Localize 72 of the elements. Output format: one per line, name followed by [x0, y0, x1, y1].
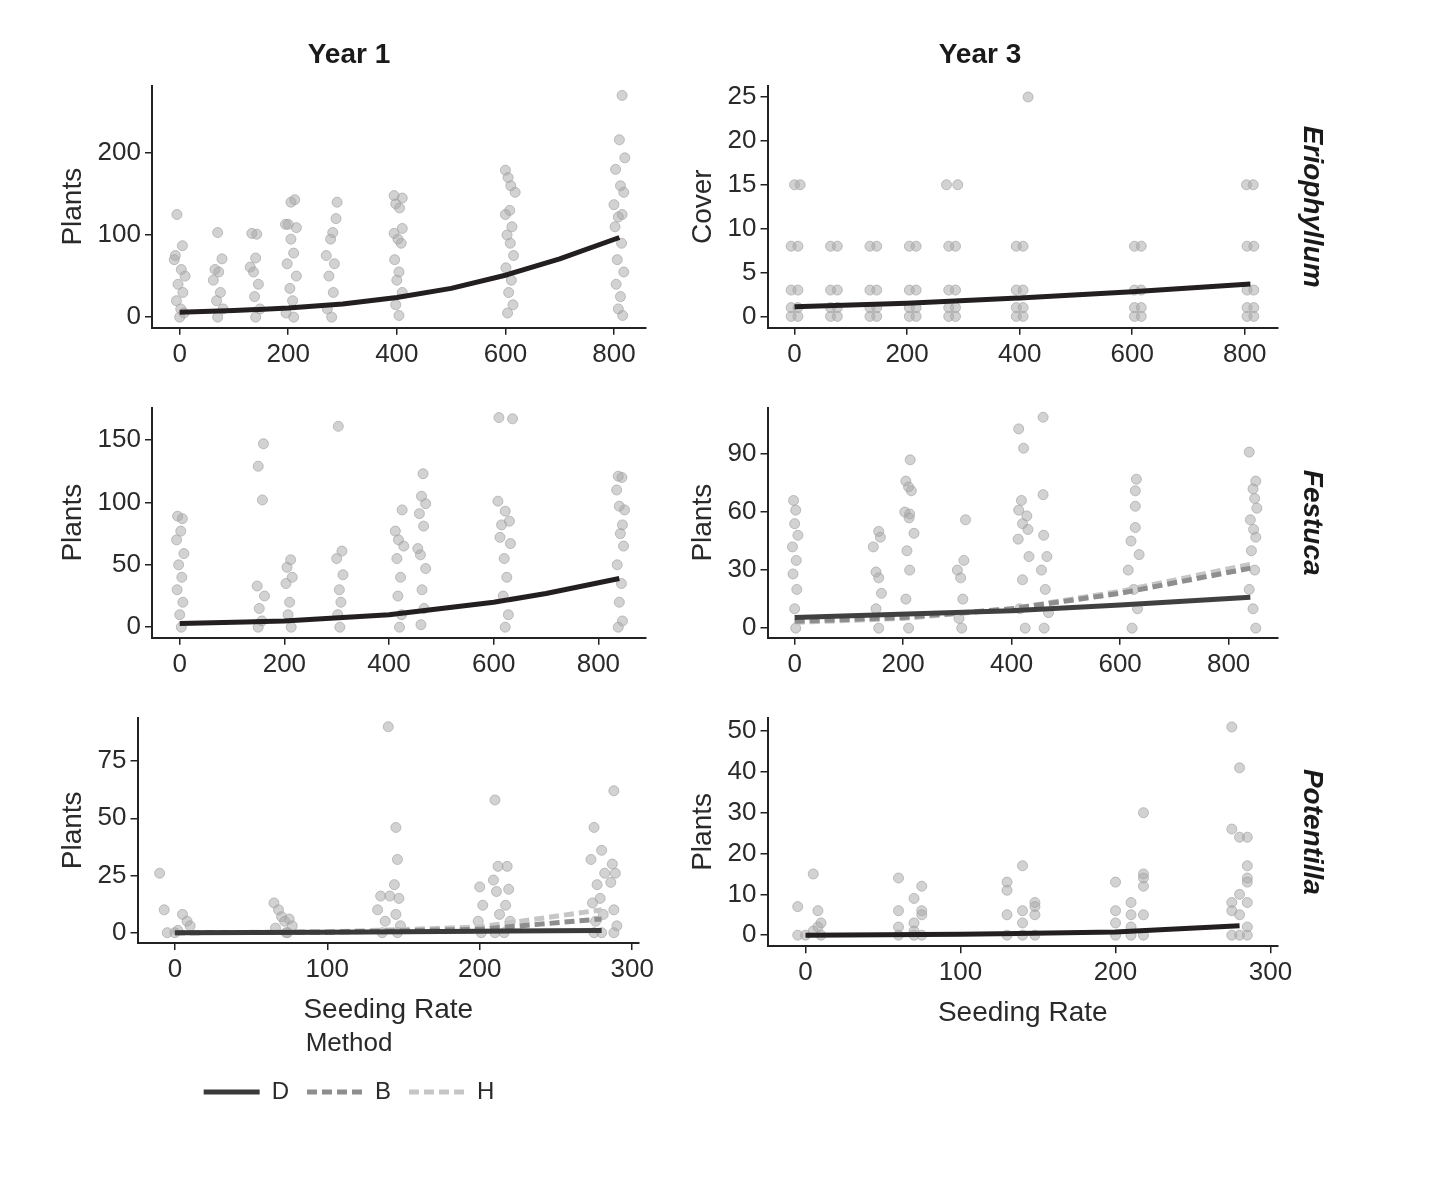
y-tick-label: 50 — [112, 547, 141, 578]
x-tick-label: 600 — [472, 647, 516, 678]
y-tick-label: 100 — [97, 485, 141, 516]
y-axis-title: Plants — [55, 791, 87, 870]
y-tick-label: 0 — [126, 300, 141, 331]
chart-title: Year 1 — [307, 37, 391, 69]
legend-label: D — [271, 1076, 290, 1104]
text: Eriophyllum — [1298, 125, 1330, 288]
x-tick-label: 200 — [1093, 955, 1138, 986]
text: Potentilla — [1298, 768, 1330, 895]
x-tick-label: 200 — [881, 647, 925, 678]
y-tick-label: 0 — [126, 610, 141, 641]
y-tick-label: 50 — [97, 801, 127, 832]
y-tick-label: 0 — [742, 299, 757, 330]
x-tick-label: 100 — [305, 952, 349, 983]
x-tick-label: 600 — [483, 337, 528, 368]
y-tick-label: 0 — [742, 918, 757, 949]
y-tick-label: 40 — [727, 755, 757, 786]
y-tick-label: 30 — [727, 553, 757, 584]
x-tick-label: 200 — [266, 337, 310, 368]
y-tick-label: 90 — [727, 437, 757, 468]
x-tick-label: 400 — [367, 647, 411, 678]
legend-label: H — [477, 1076, 495, 1104]
y-tick-label: 5 — [742, 255, 757, 286]
y-axis-title: Cover — [685, 169, 717, 245]
x-tick-label: 600 — [1110, 337, 1154, 368]
y-tick-label: 10 — [727, 211, 757, 242]
chart-title: Year 3 — [938, 37, 1022, 69]
y-tick-label: 25 — [727, 80, 757, 111]
text: Festuca — [1298, 469, 1330, 576]
x-tick-label: 100 — [938, 955, 983, 986]
x-tick-label: 300 — [610, 952, 654, 983]
x-tick-label: 800 — [592, 337, 636, 368]
y-tick-label: 0 — [112, 915, 127, 946]
x-tick-label: 400 — [375, 337, 419, 368]
y-tick-label: 25 — [97, 858, 127, 889]
y-tick-label: 200 — [97, 136, 141, 167]
y-axis-title: Plants — [685, 792, 717, 871]
legend-title: Method — [305, 1026, 393, 1057]
x-tick-label: 200 — [262, 647, 307, 678]
x-tick-label: 0 — [172, 337, 187, 368]
x-tick-label: 0 — [787, 647, 802, 678]
y-tick-label: 75 — [97, 744, 127, 775]
x-tick-label: 800 — [1206, 647, 1251, 678]
y-tick-label: 50 — [727, 714, 757, 745]
y-tick-label: 60 — [727, 495, 757, 526]
y-tick-label: 100 — [97, 218, 141, 249]
y-tick-label: 150 — [97, 423, 141, 454]
y-axis-title: Plants — [55, 167, 87, 246]
x-tick-label: 400 — [997, 337, 1042, 368]
x-axis-title: Seeding Rate — [303, 992, 474, 1024]
y-tick-label: 15 — [727, 167, 757, 198]
y-axis-title: Plants — [55, 483, 87, 562]
x-tick-label: 600 — [1098, 647, 1142, 678]
y-tick-label: 10 — [727, 877, 757, 908]
x-tick-label: 0 — [167, 952, 183, 983]
x-tick-label: 400 — [989, 647, 1034, 678]
x-tick-label: 300 — [1248, 955, 1293, 986]
x-tick-label: 0 — [798, 955, 813, 986]
y-axis-title: Plants — [685, 483, 717, 562]
legend-label: B — [375, 1076, 392, 1104]
x-tick-label: 0 — [172, 647, 187, 678]
x-tick-label: 0 — [787, 337, 802, 368]
x-tick-label: 800 — [576, 647, 621, 678]
x-tick-label: 800 — [1223, 337, 1267, 368]
x-tick-label: 200 — [458, 952, 502, 983]
y-tick-label: 20 — [727, 836, 757, 867]
y-tick-label: 0 — [742, 611, 757, 642]
x-axis-title: Seeding Rate — [937, 995, 1108, 1027]
y-tick-label: 20 — [727, 124, 757, 155]
x-tick-label: 200 — [885, 337, 929, 368]
y-tick-label: 30 — [727, 795, 757, 826]
